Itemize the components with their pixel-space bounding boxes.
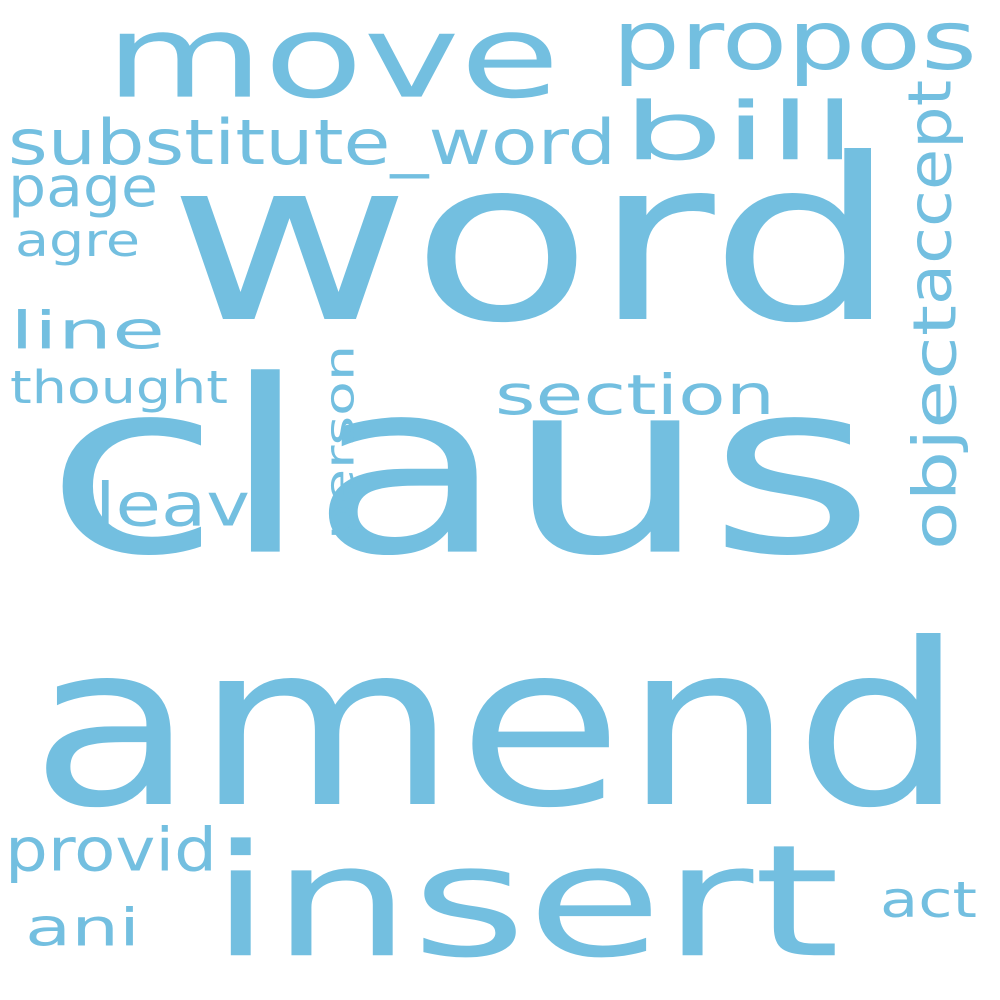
word-ani: ani xyxy=(25,897,140,959)
word-accept: accept xyxy=(894,80,965,306)
word-section: section xyxy=(495,363,775,428)
word-act: act xyxy=(880,870,977,929)
word-object: object xyxy=(899,305,970,550)
word-substitute-word: substitute_word xyxy=(8,106,616,179)
word-provid: provid xyxy=(5,814,217,885)
word-person: person xyxy=(316,345,364,540)
word-word: word xyxy=(168,109,898,373)
word-propos: propos xyxy=(612,0,977,89)
word-thought: thought xyxy=(10,360,228,414)
word-agre: agre xyxy=(15,213,140,267)
word-page: page xyxy=(8,155,158,220)
word-line: line xyxy=(10,300,165,362)
word-claus: claus xyxy=(45,328,875,610)
word-amend: amend xyxy=(30,594,965,858)
word-leav: leav xyxy=(95,469,250,540)
word-move: move xyxy=(105,0,560,125)
word-bill: bill xyxy=(622,84,857,179)
word-insert: insert xyxy=(210,811,841,993)
